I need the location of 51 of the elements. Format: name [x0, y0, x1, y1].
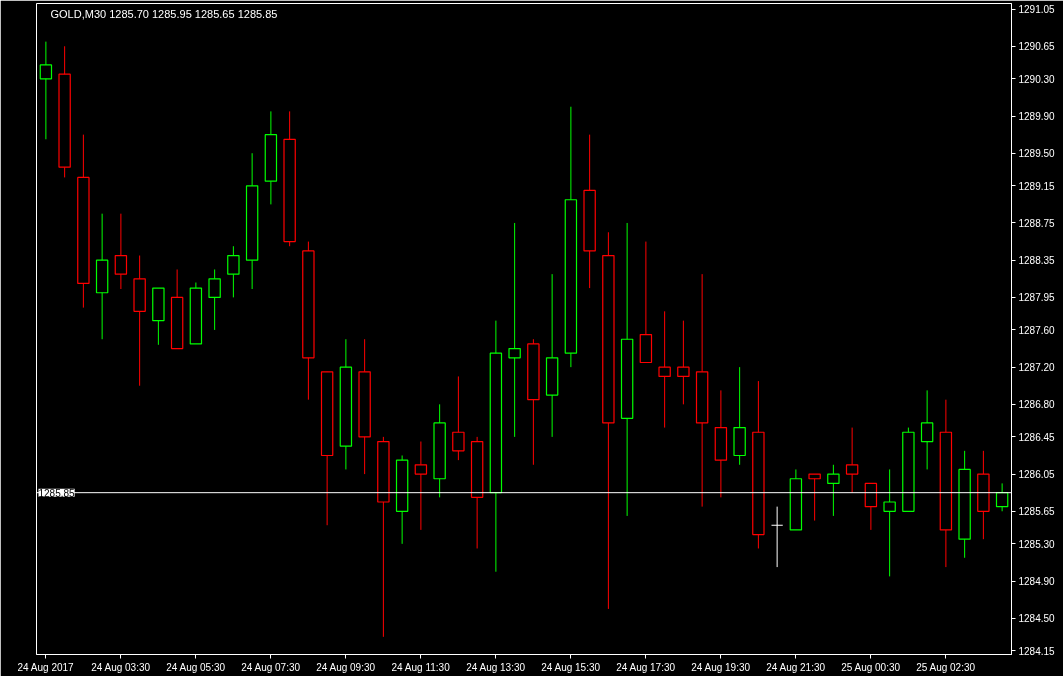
y-tick-label: 1285.30 [1018, 538, 1056, 550]
candlestick [883, 468, 896, 577]
candlestick [920, 389, 934, 470]
y-tick-label: 1289.15 [1018, 180, 1056, 192]
x-tick-label: 24 Aug 2017 [17, 661, 75, 673]
x-tick-label: 24 Aug 21:30 [766, 661, 826, 673]
y-tick-label: 1289.50 [1018, 148, 1056, 160]
y-tick-label: 1287.20 [1018, 362, 1056, 374]
x-tick-label: 25 Aug 00:30 [841, 661, 901, 673]
y-tick-label: 1288.35 [1018, 255, 1056, 267]
y-tick-label: 1290.30 [1018, 73, 1056, 85]
candlestick [864, 482, 878, 531]
x-tick-label: 25 Aug 02:30 [916, 661, 976, 673]
y-tick-label: 1289.90 [1018, 111, 1056, 123]
candlestick [845, 427, 859, 494]
candlestick [827, 464, 840, 517]
x-tick-label: 24 Aug 13:30 [466, 661, 526, 673]
y-tick-label: 1285.65 [1018, 506, 1056, 518]
candlestick [452, 375, 465, 461]
candlestick [114, 213, 128, 290]
x-tick-label: 24 Aug 09:30 [316, 661, 376, 673]
candlestick [414, 441, 428, 531]
ref-line-label: 1285.85 [38, 487, 76, 499]
candlestick [39, 41, 53, 140]
y-tick-label: 1286.05 [1018, 469, 1056, 481]
candlestick [995, 482, 1009, 512]
x-tick-label: 24 Aug 19:30 [691, 661, 751, 673]
y-tick-label: 1284.90 [1018, 576, 1056, 588]
candlestick [208, 268, 221, 331]
candlestick [677, 320, 690, 405]
chart-title: GOLD,M30 1285.70 1285.95 1285.65 1285.85 [50, 7, 278, 20]
y-tick-label: 1291.05 [1018, 4, 1056, 16]
candlestick [770, 506, 784, 568]
y-tick-label: 1287.60 [1018, 324, 1056, 336]
y-tick-label: 1288.75 [1018, 217, 1056, 229]
candlestick [227, 245, 240, 298]
y-tick-label: 1287.95 [1018, 292, 1056, 304]
x-tick-label: 24 Aug 11:30 [391, 661, 451, 673]
x-tick-label: 24 Aug 17:30 [616, 661, 676, 673]
y-tick-label: 1286.45 [1018, 431, 1056, 443]
candlestick [658, 310, 671, 429]
y-tick-label: 1290.65 [1018, 41, 1056, 53]
candlestick [508, 222, 521, 438]
candlestick [808, 473, 821, 522]
y-tick-label: 1284.50 [1018, 613, 1056, 625]
x-tick-label: 24 Aug 03:30 [91, 661, 151, 673]
x-tick-label: 24 Aug 15:30 [541, 661, 601, 673]
x-tick-label: 24 Aug 07:30 [241, 661, 301, 673]
y-tick-label: 1286.80 [1018, 399, 1056, 411]
y-tick-label: 1284.15 [1018, 645, 1056, 657]
x-tick-label: 24 Aug 05:30 [166, 661, 226, 673]
